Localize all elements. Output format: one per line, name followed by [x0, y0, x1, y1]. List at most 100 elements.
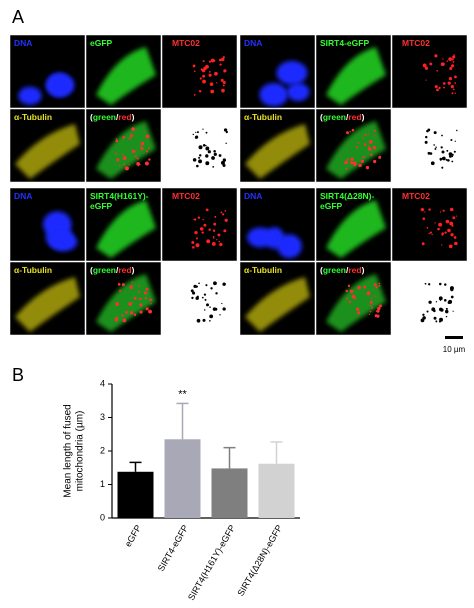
nucleus: [43, 211, 72, 238]
channel-label: eGFP: [90, 201, 113, 211]
mito-dot: [452, 216, 456, 220]
channel-label: α-Tubulin: [14, 265, 52, 275]
mito-dot: [192, 158, 197, 162]
mito-dot: [129, 285, 134, 289]
merge-label-part: green: [93, 265, 116, 275]
micrograph: [391, 187, 468, 262]
mito-dot: [433, 144, 435, 146]
merge-label-part: red: [118, 265, 131, 275]
micrograph-texture: [96, 200, 156, 258]
mito-dot: [437, 227, 440, 231]
mito-dot: [422, 316, 426, 320]
y-tick-label: 0: [100, 512, 105, 522]
mito-dot: [442, 82, 446, 85]
mito-dot: [420, 208, 425, 212]
mito-dot: [441, 232, 445, 235]
mito-dot: [377, 306, 381, 311]
mito-dot: [124, 166, 129, 171]
mito-dot: [139, 297, 142, 301]
mito-dot: [209, 314, 214, 319]
mito-dot: [192, 291, 196, 295]
micrograph-texture: [420, 282, 454, 323]
mito-dot: [445, 307, 448, 310]
channel-label: (green/red): [90, 112, 135, 122]
mito-dot: [441, 166, 444, 169]
mito-dot: [210, 89, 215, 94]
micrograph-texture: [259, 60, 310, 107]
channel-label: α-Tubulin: [244, 265, 282, 275]
mito-dot: [430, 161, 435, 166]
mito-dot: [202, 74, 206, 78]
mito-dot: [216, 82, 218, 84]
mito-dot: [209, 306, 211, 308]
mito-dot: [448, 57, 453, 62]
mito-dot: [203, 309, 206, 311]
mito-dot: [219, 314, 221, 316]
mito-dot: [221, 302, 223, 305]
micrograph: [391, 261, 468, 336]
micrograph-texture: [15, 277, 80, 332]
mito-dot: [193, 218, 197, 221]
mito-dot: [441, 134, 443, 137]
mito-dot: [212, 307, 217, 311]
mito-dot: [223, 69, 227, 73]
mito-dot: [220, 211, 223, 214]
x-tick-label: SIRT4(H161Y)-eGFP: [186, 523, 237, 602]
mito-dot: [133, 313, 137, 316]
mito-dot: [424, 66, 429, 70]
mito-dot: [205, 146, 210, 151]
mito-dot: [224, 218, 228, 222]
mito-dot: [191, 296, 194, 300]
mito-dot: [116, 158, 120, 162]
mito-dot: [350, 161, 354, 165]
mito-dot: [203, 223, 207, 227]
merge-label-part: (: [320, 112, 323, 122]
panel-label: B: [12, 365, 24, 385]
mito-dot: [363, 285, 367, 289]
mito-dot: [190, 289, 194, 293]
cell-body: [326, 274, 386, 332]
mito-dot: [441, 150, 445, 154]
mito-dot: [192, 133, 195, 136]
mito-dot: [128, 302, 133, 306]
channel-label: (green/red): [320, 112, 365, 122]
micrograph: [161, 108, 238, 183]
nucleus: [247, 227, 274, 248]
mito-dot: [421, 242, 425, 246]
micrograph-texture: [43, 211, 78, 252]
mito-dot: [438, 86, 441, 90]
micrograph-texture: [424, 128, 458, 169]
mito-dot: [452, 61, 455, 63]
mito-dot: [369, 310, 372, 313]
mito-dot: [198, 156, 201, 159]
mito-dot: [451, 58, 454, 61]
mito-dot: [363, 143, 367, 146]
mito-dot: [191, 240, 195, 245]
mito-dot: [441, 244, 443, 246]
mito-dot: [225, 142, 227, 145]
mito-dot: [451, 153, 454, 156]
mito-dot: [199, 77, 202, 80]
merge-label-part: (: [90, 265, 93, 275]
micrograph-texture: [245, 124, 310, 179]
mito-dot: [439, 299, 442, 301]
micrograph: [161, 261, 238, 336]
mito-dot: [434, 148, 437, 150]
mito-dot: [223, 128, 228, 132]
mito-dot: [115, 138, 118, 140]
mito-dot: [210, 58, 215, 63]
mito-dot: [196, 131, 199, 134]
mito-dot: [438, 282, 442, 286]
mito-dot: [128, 164, 130, 166]
mito-dot: [425, 79, 427, 81]
mito-dot: [454, 82, 457, 84]
mito-dot: [453, 150, 456, 153]
mito-dot: [131, 281, 134, 283]
mito-dot: [195, 237, 198, 240]
mito-dot: [146, 288, 149, 291]
mito-dot: [374, 129, 376, 132]
mito-dot: [145, 307, 149, 311]
micrograph-texture: [245, 277, 310, 332]
mito-dot: [121, 314, 124, 317]
mito-dot: [148, 158, 151, 161]
